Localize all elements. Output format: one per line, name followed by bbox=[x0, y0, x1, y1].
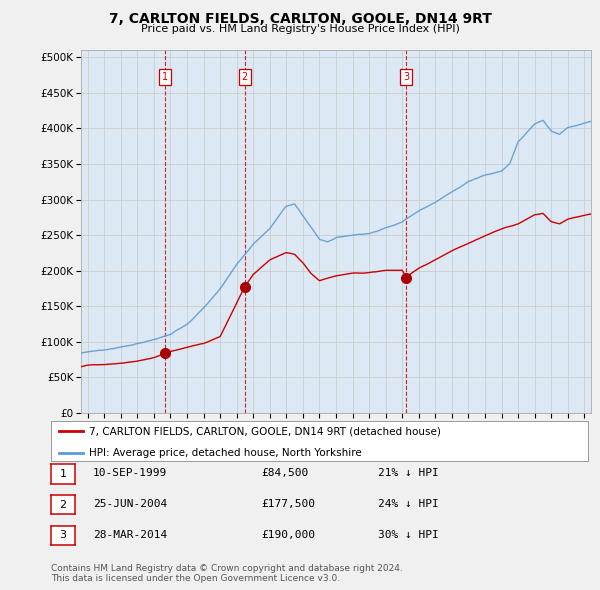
Text: 30% ↓ HPI: 30% ↓ HPI bbox=[378, 530, 439, 539]
Text: 24% ↓ HPI: 24% ↓ HPI bbox=[378, 499, 439, 509]
Text: 3: 3 bbox=[403, 72, 409, 82]
Text: HPI: Average price, detached house, North Yorkshire: HPI: Average price, detached house, Nort… bbox=[89, 448, 361, 458]
Text: 1: 1 bbox=[162, 72, 169, 82]
Text: 2: 2 bbox=[241, 72, 248, 82]
Text: 21% ↓ HPI: 21% ↓ HPI bbox=[378, 468, 439, 478]
Text: 1: 1 bbox=[59, 469, 67, 479]
Text: 7, CARLTON FIELDS, CARLTON, GOOLE, DN14 9RT (detached house): 7, CARLTON FIELDS, CARLTON, GOOLE, DN14 … bbox=[89, 427, 440, 436]
Text: 7, CARLTON FIELDS, CARLTON, GOOLE, DN14 9RT: 7, CARLTON FIELDS, CARLTON, GOOLE, DN14 … bbox=[109, 12, 491, 26]
Text: 28-MAR-2014: 28-MAR-2014 bbox=[93, 530, 167, 539]
Text: 25-JUN-2004: 25-JUN-2004 bbox=[93, 499, 167, 509]
Text: 3: 3 bbox=[59, 530, 67, 540]
Text: £177,500: £177,500 bbox=[261, 499, 315, 509]
Text: £190,000: £190,000 bbox=[261, 530, 315, 539]
Text: Contains HM Land Registry data © Crown copyright and database right 2024.
This d: Contains HM Land Registry data © Crown c… bbox=[51, 563, 403, 583]
Text: Price paid vs. HM Land Registry's House Price Index (HPI): Price paid vs. HM Land Registry's House … bbox=[140, 24, 460, 34]
Text: 10-SEP-1999: 10-SEP-1999 bbox=[93, 468, 167, 478]
Text: £84,500: £84,500 bbox=[261, 468, 308, 478]
Text: 2: 2 bbox=[59, 500, 67, 510]
